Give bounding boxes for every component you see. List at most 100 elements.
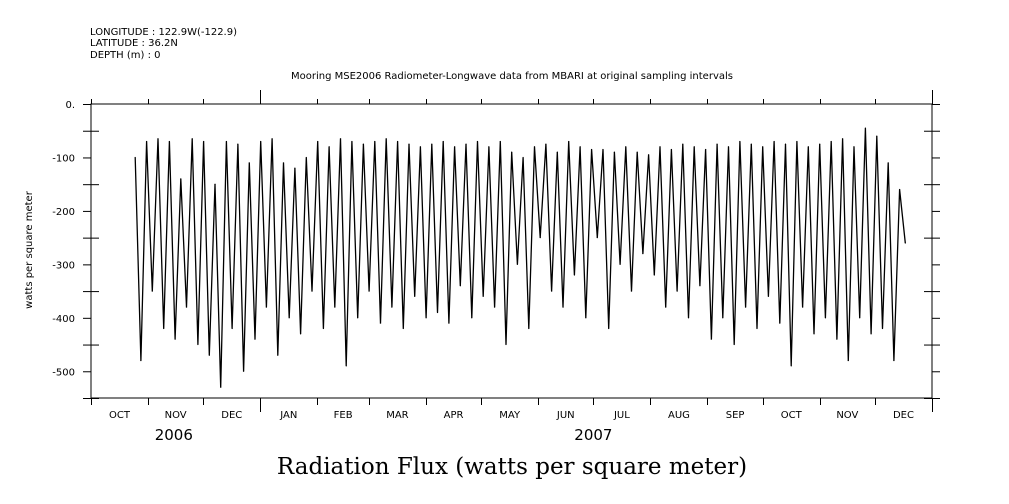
data-point	[802, 306, 804, 308]
data-point	[773, 140, 775, 143]
x-tick-label-year: 2007	[574, 426, 612, 444]
data-point	[784, 143, 787, 145]
data-point	[357, 317, 359, 319]
data-point	[904, 242, 906, 244]
data-point	[836, 338, 838, 340]
data-point	[385, 138, 387, 140]
data-point	[756, 327, 758, 330]
data-point	[602, 148, 604, 151]
x-tick-label-month: OCT	[109, 410, 131, 421]
data-point	[596, 237, 598, 239]
data-point	[630, 290, 633, 292]
data-point	[311, 290, 313, 292]
data-point	[493, 306, 496, 308]
data-point	[362, 143, 364, 145]
data-point	[471, 317, 473, 319]
data-point	[277, 354, 279, 356]
x-tick-label-month: AUG	[668, 410, 690, 421]
data-point	[271, 138, 273, 140]
x-tick-label-month: DEC	[893, 410, 914, 421]
data-point	[197, 343, 199, 346]
data-point	[876, 135, 878, 137]
data-point	[265, 306, 267, 308]
data-point	[841, 138, 844, 140]
data-point	[237, 143, 239, 145]
y-tick-label: -200	[52, 207, 75, 218]
data-point	[402, 327, 404, 330]
data-point	[899, 188, 901, 191]
data-point	[676, 290, 678, 292]
data-point	[762, 146, 764, 148]
data-point	[779, 322, 781, 324]
data-point	[180, 178, 182, 180]
data-point	[853, 146, 855, 148]
data-point	[613, 151, 615, 153]
data-point	[847, 359, 849, 362]
data-point	[408, 143, 410, 145]
data-point	[374, 140, 376, 143]
depth-label: DEPTH (m) : 0	[90, 50, 161, 61]
x-tick-label-month: OCT	[781, 410, 803, 421]
data-point	[516, 263, 518, 265]
data-point	[608, 327, 610, 330]
data-point	[522, 156, 524, 159]
data-point	[545, 143, 547, 145]
data-point	[339, 138, 342, 140]
data-point	[328, 146, 330, 148]
data-point	[739, 140, 741, 143]
data-point	[722, 317, 724, 319]
chart-title: Mooring MSE2006 Radiometer-Longwave data…	[291, 71, 733, 82]
data-point	[528, 327, 530, 330]
data-point	[288, 317, 290, 319]
data-point	[893, 359, 895, 362]
data-point	[533, 146, 536, 148]
data-point	[505, 343, 507, 346]
data-point	[716, 143, 718, 145]
data-point	[699, 285, 701, 287]
data-point	[151, 290, 153, 292]
data-point	[499, 140, 501, 143]
latitude-label: LATITUDE : 36.2N	[90, 38, 178, 49]
data-point	[436, 311, 439, 314]
data-point	[647, 154, 650, 156]
data-point	[687, 317, 690, 319]
data-point	[579, 146, 581, 148]
data-point	[379, 322, 382, 324]
data-point	[442, 140, 444, 143]
data-point	[448, 322, 450, 324]
data-point	[585, 317, 587, 319]
x-tick-label-month: JUN	[556, 410, 575, 421]
data-point	[705, 148, 707, 151]
data-point	[881, 327, 884, 330]
x-tick-label-month: MAR	[386, 410, 408, 421]
data-point	[317, 140, 319, 143]
data-point	[191, 138, 193, 140]
data-point	[665, 306, 667, 308]
data-point	[134, 156, 136, 159]
data-point	[396, 140, 399, 143]
data-point	[242, 370, 245, 372]
x-tick-label-month: JAN	[279, 410, 297, 421]
data-point	[796, 140, 798, 143]
x-tick-label-month: MAY	[499, 410, 521, 421]
data-point	[573, 274, 576, 276]
x-tick-label-month: APR	[444, 410, 464, 421]
data-point	[225, 140, 228, 143]
data-point	[168, 140, 170, 143]
data-point	[157, 138, 159, 140]
data-point	[391, 306, 393, 308]
data-point	[830, 140, 832, 143]
data-point	[819, 143, 821, 145]
data-point	[185, 306, 188, 308]
data-point	[345, 365, 347, 367]
data-point	[260, 140, 262, 143]
data-point	[551, 290, 553, 292]
y-tick-label: 0.	[65, 100, 75, 111]
data-point	[368, 290, 370, 292]
data-point	[556, 151, 558, 153]
data-point	[322, 327, 325, 330]
plot-frame	[90, 103, 933, 399]
y-tick-label: -100	[52, 153, 75, 164]
x-tick-label-month: DEC	[221, 410, 242, 421]
